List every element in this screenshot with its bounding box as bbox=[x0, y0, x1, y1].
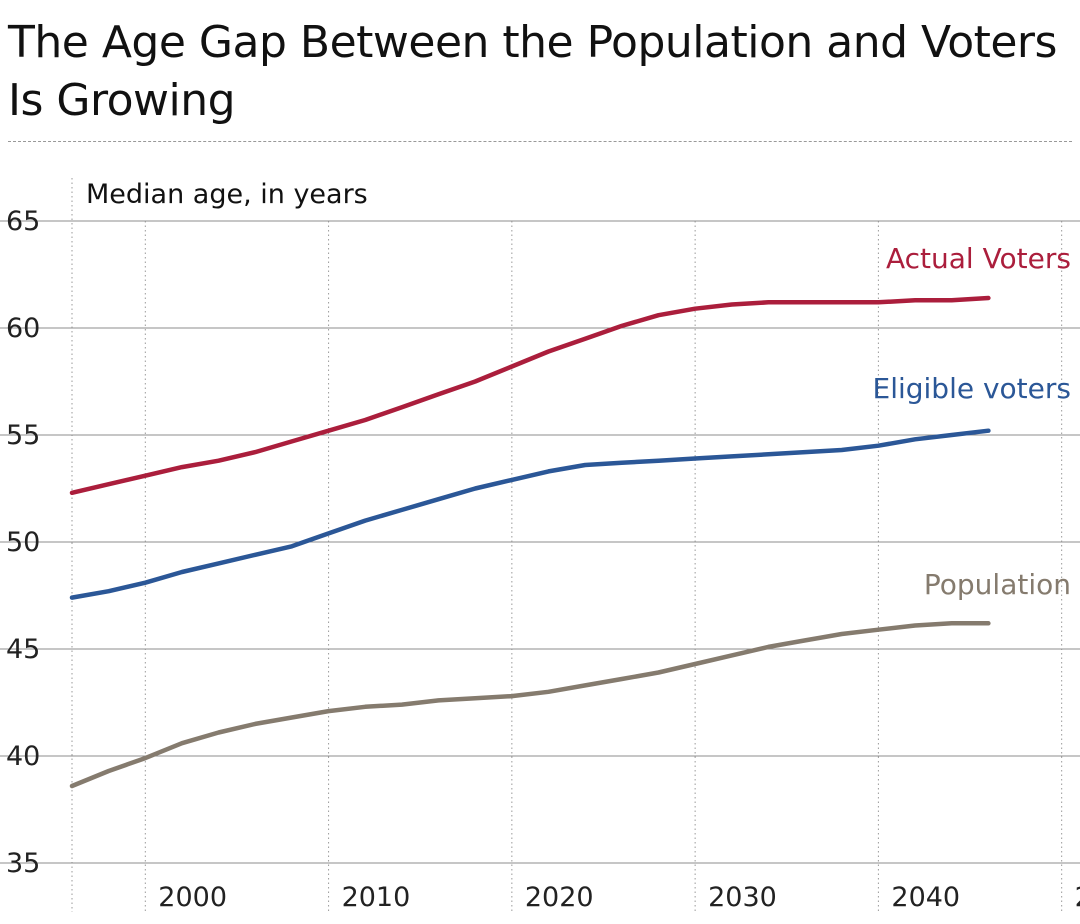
series-labels: Actual Voters Eligible voters Population bbox=[873, 242, 1072, 601]
y-tick-labels: 35 40 45 50 55 60 65 bbox=[6, 206, 40, 879]
y-tick-label: 55 bbox=[6, 420, 40, 451]
title-divider bbox=[8, 141, 1072, 142]
y-tick-label: 50 bbox=[6, 527, 40, 558]
horizontal-gridlines bbox=[0, 220, 1080, 864]
y-tick-label: 60 bbox=[6, 313, 40, 344]
chart-title: The Age Gap Between the Population and V… bbox=[8, 17, 1057, 126]
series-line-2 bbox=[69, 428, 991, 600]
y-tick-label: 40 bbox=[6, 741, 40, 772]
y-tick-label: 35 bbox=[6, 848, 40, 879]
series-line-3 bbox=[69, 621, 991, 789]
x-tick-label: 2050 bbox=[1075, 882, 1080, 913]
series-label: Actual Voters bbox=[886, 242, 1071, 275]
y-tick-label: 45 bbox=[6, 634, 40, 665]
y-axis-label: Median age, in years bbox=[86, 179, 368, 210]
x-tick-label: 2010 bbox=[342, 882, 411, 913]
vertical-gridlines bbox=[71, 178, 1063, 912]
x-tick-label: 2030 bbox=[708, 882, 777, 913]
series-label: Eligible voters bbox=[873, 372, 1072, 405]
x-tick-label: 2040 bbox=[891, 882, 960, 913]
y-tick-label: 65 bbox=[6, 206, 40, 237]
series-label: Population bbox=[924, 568, 1071, 601]
x-tick-label: 2020 bbox=[525, 882, 594, 913]
series-lines bbox=[69, 295, 991, 789]
x-tick-labels: 2000 2010 2020 2030 2040 2050 bbox=[158, 882, 1080, 913]
x-tick-label: 2000 bbox=[158, 882, 227, 913]
series-line-1 bbox=[69, 295, 991, 496]
